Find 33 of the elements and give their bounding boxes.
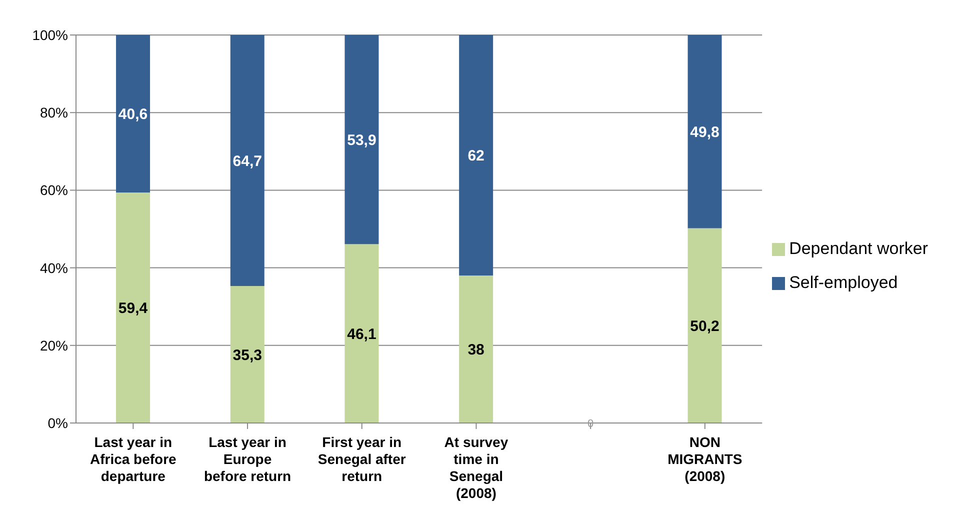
legend-label: Self-employed: [789, 272, 898, 292]
data-label: 50,2: [690, 318, 720, 335]
data-label: 35,3: [232, 346, 262, 364]
bar: [459, 276, 494, 423]
data-label: 49,8: [690, 124, 720, 141]
data-label: 64,7: [232, 152, 262, 170]
x-tick-label: Last year in Africa before departure: [90, 434, 177, 484]
bar: [459, 35, 494, 276]
y-tick-label: 60%: [40, 182, 68, 198]
legend-label: Dependant worker: [789, 238, 928, 258]
data-label: 40,6: [118, 106, 148, 124]
bar: [344, 244, 379, 423]
bar: [688, 228, 722, 423]
bar: [116, 35, 150, 193]
x-tick-label: NON MIGRANTS (2008): [668, 434, 742, 484]
data-label: 53,9: [347, 132, 376, 149]
y-tick-label: 100%: [32, 26, 68, 43]
data-label: 62: [468, 148, 484, 165]
y-tick-label: 0%: [48, 414, 68, 431]
y-tick-label: 20%: [40, 337, 68, 354]
bar: [230, 35, 264, 286]
x-tick-label: At survey time in Senegal (2008): [444, 434, 508, 501]
data-label: 46,1: [347, 326, 376, 343]
data-label: 38: [468, 342, 484, 359]
x-tick-label: First year in Senegal after return: [318, 434, 406, 484]
data-label: 59,4: [118, 300, 148, 318]
bar: [116, 192, 150, 423]
bar: [688, 35, 722, 228]
y-tick-label: 80%: [40, 104, 68, 121]
x-tick-label: Last year in Europe before return: [204, 434, 292, 484]
bar: [230, 286, 264, 423]
bar: [344, 35, 379, 244]
y-tick-label: 40%: [40, 260, 68, 276]
